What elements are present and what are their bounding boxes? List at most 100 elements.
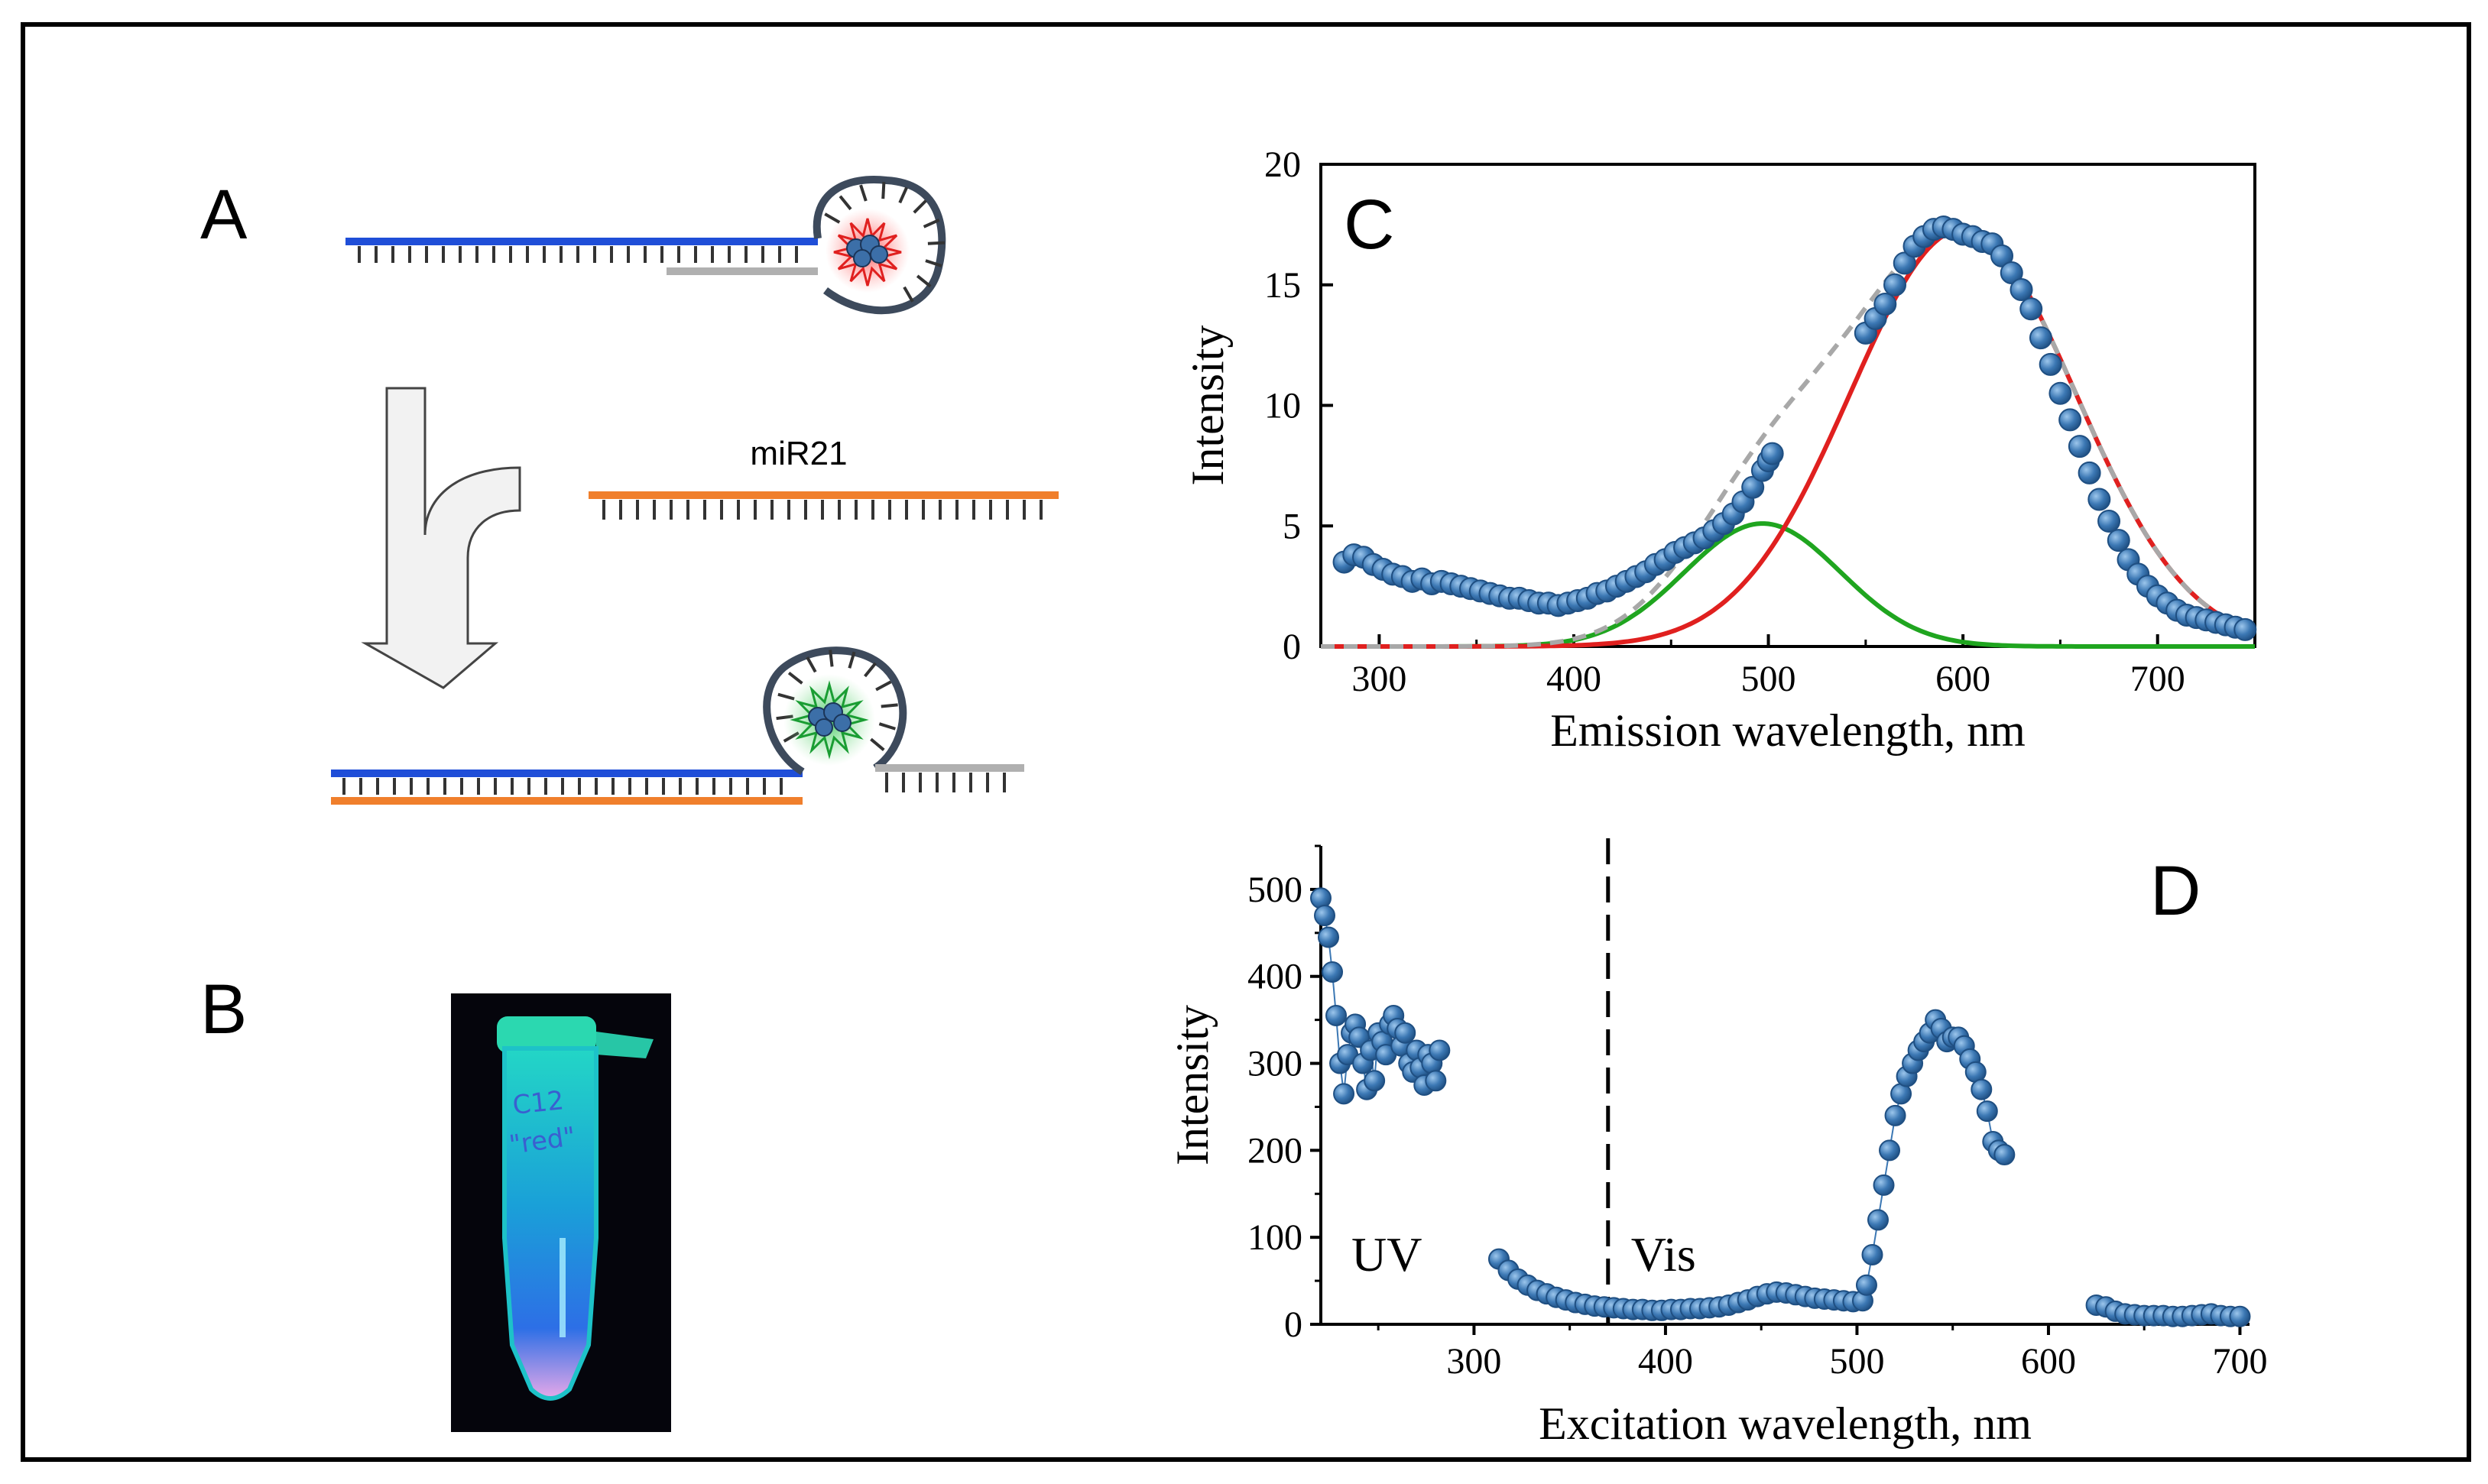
emission-data-point bbox=[2233, 617, 2257, 641]
excitation-x-axis-title: Excitation wavelength, nm bbox=[1539, 1398, 2032, 1449]
loop-base-tick bbox=[927, 241, 945, 245]
emission-data-point bbox=[2058, 408, 2082, 432]
x-tick-label: 500 bbox=[1741, 659, 1796, 699]
red-fit-curve bbox=[1321, 227, 2256, 649]
x-tick-label: 600 bbox=[1935, 659, 1990, 699]
emission-y-axis-title: Intensity bbox=[1182, 326, 1233, 486]
excitation-data-point bbox=[1333, 1083, 1355, 1105]
vis-region-label: Vis bbox=[1631, 1227, 1696, 1281]
emission-data-point bbox=[1883, 273, 1907, 296]
y-tick-label: 200 bbox=[1247, 1130, 1302, 1171]
loop-base-tick bbox=[903, 286, 914, 303]
figure-border bbox=[21, 22, 2471, 1462]
loop-base-tick bbox=[787, 671, 803, 685]
uv-region-label: UV bbox=[1351, 1227, 1422, 1281]
microcentrifuge-tube bbox=[502, 1046, 598, 1401]
panel-b: B C12 "red" bbox=[200, 970, 671, 1432]
emission-x-axis-title: Emission wavelength, nm bbox=[1550, 705, 2026, 756]
loop-base-tick bbox=[913, 199, 927, 214]
excitation-data-point bbox=[1425, 1070, 1447, 1092]
excitation-data-point bbox=[1322, 961, 1344, 983]
emission-data-point bbox=[1990, 244, 2014, 267]
y-tick-label: 15 bbox=[1264, 265, 1301, 306]
excitation-data-point bbox=[1879, 1139, 1901, 1162]
excitation-data-point bbox=[1971, 1078, 1993, 1100]
y-tick-label: 300 bbox=[1247, 1044, 1302, 1084]
reaction-arrow bbox=[361, 387, 521, 689]
loop-base-tick bbox=[881, 703, 898, 708]
emission-data-point bbox=[2048, 381, 2072, 405]
x-tick-label: 700 bbox=[2212, 1341, 2267, 1382]
loop-base-tick bbox=[859, 184, 868, 202]
excitation-data-point bbox=[1873, 1174, 1895, 1196]
emission-data-point bbox=[2010, 278, 2033, 302]
emission-data-point bbox=[2097, 509, 2121, 533]
panel-a: A miR21 bbox=[200, 176, 1059, 805]
y-tick-label: 100 bbox=[1247, 1217, 1302, 1258]
loop-base-tick bbox=[864, 662, 877, 678]
loop-base-tick bbox=[925, 259, 942, 267]
y-tick-label: 10 bbox=[1264, 386, 1301, 426]
tube-shine bbox=[560, 1238, 566, 1337]
emission-data-point bbox=[1893, 251, 1916, 275]
emission-data-point bbox=[2029, 326, 2052, 350]
emission-data-point bbox=[1873, 292, 1897, 316]
excitation-data-point bbox=[1993, 1144, 2016, 1166]
y-tick-label: 0 bbox=[1284, 1304, 1302, 1345]
red-emitter-star bbox=[833, 218, 902, 287]
mir21-ticks bbox=[602, 500, 1043, 520]
mir21-label: miR21 bbox=[750, 435, 847, 472]
emission-data-point bbox=[2068, 435, 2091, 458]
loop-base-tick bbox=[829, 650, 834, 667]
excitation-data-point bbox=[1318, 926, 1340, 948]
green-emitter-cluster bbox=[808, 702, 851, 737]
emission-chart: 300 400 500 600 700 0 5 10 15 20 Emission waveleng… bbox=[1182, 144, 2257, 756]
y-tick-label: 20 bbox=[1264, 144, 1301, 185]
y-tick-label: 400 bbox=[1247, 957, 1302, 997]
excitation-data-point bbox=[1855, 1274, 1877, 1296]
excitation-data-point bbox=[1884, 1104, 1906, 1126]
emission-data-point bbox=[2000, 261, 2023, 284]
emission-data-point bbox=[2087, 488, 2111, 511]
excitation-y-axis-title: Intensity bbox=[1167, 1005, 1218, 1165]
loop-base-tick bbox=[881, 182, 886, 199]
loop-base-tick bbox=[916, 274, 932, 288]
loop-base-tick bbox=[898, 186, 908, 204]
loop-base-tick bbox=[878, 722, 896, 731]
hairpin-loop-top bbox=[813, 176, 946, 315]
y-tick-label: 0 bbox=[1283, 627, 1301, 667]
x-tick-label: 400 bbox=[1638, 1341, 1693, 1382]
emission-data-point bbox=[2107, 529, 2130, 552]
loop-base-tick bbox=[839, 195, 852, 211]
top-strand-ticks bbox=[358, 246, 798, 263]
loop-base-tick bbox=[875, 680, 892, 692]
excitation-data-point bbox=[1314, 905, 1336, 927]
x-tick-label: 700 bbox=[2130, 659, 2185, 699]
hairpin-loop-bottom bbox=[763, 646, 907, 776]
x-tick-label: 400 bbox=[1546, 659, 1601, 699]
red-emitter-cluster bbox=[846, 235, 888, 267]
panel-d-letter: D bbox=[2150, 852, 2201, 930]
bottom-duplex-ticks bbox=[342, 778, 783, 795]
excitation-data-point bbox=[1976, 1100, 1998, 1123]
y-tick-label: 5 bbox=[1283, 506, 1301, 546]
loop-base-tick bbox=[848, 651, 856, 669]
tube-lid bbox=[497, 1016, 596, 1053]
sum-fit-curve bbox=[1321, 222, 2256, 649]
x-tick-label: 300 bbox=[1446, 1341, 1501, 1382]
tube-lid-hinge bbox=[596, 1032, 654, 1058]
excitation-data-point bbox=[1867, 1209, 1889, 1231]
loop-ticks-top bbox=[824, 182, 945, 303]
excitation-chart: 300 400 500 600 700 0 100 200 300 400 500 Excitatio… bbox=[1167, 838, 2267, 1449]
excitation-data-point bbox=[1861, 1243, 1883, 1265]
emission-data-point bbox=[2039, 352, 2062, 376]
y-tick-label: 500 bbox=[1247, 870, 1302, 910]
emission-data-point bbox=[2078, 461, 2101, 484]
x-tick-label: 500 bbox=[1829, 1341, 1884, 1382]
excitation-data-point bbox=[1364, 1070, 1386, 1092]
emission-data-point bbox=[2019, 297, 2043, 321]
loop-base-tick bbox=[870, 737, 885, 751]
loop-base-tick bbox=[806, 656, 817, 673]
tube-handwriting-line1: C12 bbox=[511, 1085, 566, 1121]
